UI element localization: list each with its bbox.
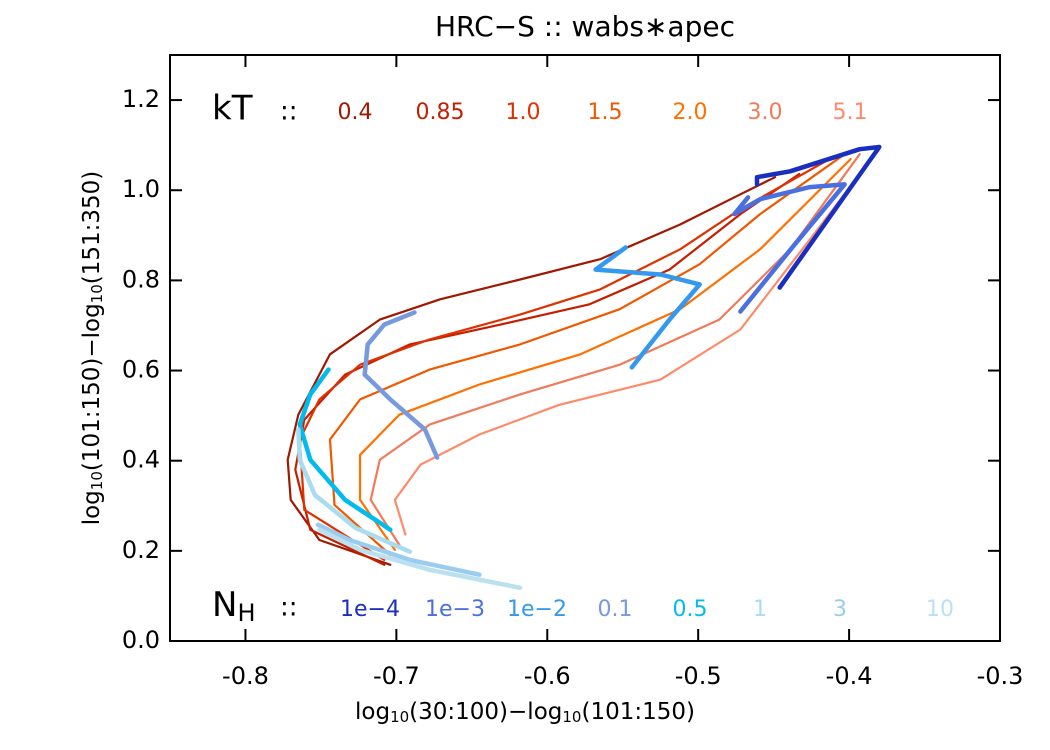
y-axis-label: log10(101:150)−log10(151:350) — [79, 171, 106, 526]
kt-curve — [286, 176, 777, 566]
nh-curve — [315, 522, 482, 577]
nh-legend-label: 1 — [753, 597, 767, 622]
nh-curve — [362, 310, 440, 460]
nh-legend-label: 0.1 — [598, 597, 633, 622]
x-axis-label-part: (101:150) — [581, 699, 695, 725]
x-axis-label-part: (30:100)−log — [409, 699, 562, 725]
kt-curve — [393, 148, 881, 536]
kt-legend-label: 1.0 — [506, 100, 541, 125]
y-axis-label-sub: 10 — [88, 284, 106, 303]
kt-legend-label: 2.0 — [673, 100, 708, 125]
nh-curve — [732, 182, 847, 314]
kt-curve — [294, 172, 801, 566]
kt-legend-label: 0.4 — [338, 100, 373, 125]
nh-legend-label: 1e−2 — [507, 597, 567, 622]
x-tick-label: -0.6 — [524, 662, 571, 690]
nh-legend-separator: :: — [280, 593, 298, 623]
x-axis-label-sub: 10 — [562, 708, 581, 726]
y-tick-label: 1.0 — [122, 175, 160, 203]
chart-title: HRC−S :: wabs∗apec — [435, 10, 735, 43]
nh-legend-title-sub: H — [237, 599, 255, 627]
x-axis-label-sub: 10 — [390, 708, 409, 726]
kt-legend-label: 5.1 — [833, 100, 868, 125]
nh-legend-label: 3 — [833, 597, 847, 622]
nh-curve — [754, 144, 882, 290]
kt-curve — [328, 153, 846, 556]
y-axis-label-part: log — [79, 490, 105, 525]
y-tick-label: 0.4 — [122, 446, 160, 474]
x-axis-label: log10(30:100)−log10(101:150) — [355, 699, 695, 726]
nh-curve — [317, 527, 523, 591]
y-tick-label: 0.0 — [122, 626, 160, 654]
y-tick-label: 0.8 — [122, 265, 160, 293]
nh-legend-label: 0.5 — [673, 597, 708, 622]
nh-curve — [297, 367, 393, 532]
x-tick-label: -0.4 — [826, 662, 873, 690]
nh-legend-label: 10 — [926, 597, 954, 622]
y-axis-label-sub: 10 — [88, 471, 106, 490]
nh-legend-label: 1e−4 — [340, 597, 400, 622]
y-axis-label-part: (101:150)−log — [79, 303, 105, 471]
y-tick-label: 0.2 — [122, 536, 160, 564]
y-tick-label: 1.2 — [122, 85, 160, 113]
nh-legend-title: NH — [212, 585, 255, 628]
y-tick-label: 0.6 — [122, 356, 160, 384]
x-tick-label: -0.7 — [373, 662, 420, 690]
kt-curve — [359, 158, 852, 551]
kt-legend-separator: :: — [280, 97, 298, 127]
kt-curve — [369, 153, 861, 547]
nh-curve — [593, 245, 702, 370]
nh-legend-label: 1e−3 — [425, 597, 485, 622]
kt-legend-label: 0.85 — [416, 100, 465, 125]
y-axis-label-part: (151:350) — [79, 171, 105, 285]
kt-legend-label: 1.5 — [588, 100, 623, 125]
kt-legend-label: 3.0 — [748, 100, 783, 125]
x-axis-label-part: log — [355, 699, 390, 725]
x-tick-label: -0.8 — [222, 662, 269, 690]
nh-legend-title-main: N — [212, 585, 237, 625]
nh-curve — [296, 427, 413, 554]
kt-legend-title: kT — [212, 89, 253, 129]
x-tick-label: -0.3 — [977, 662, 1024, 690]
plot-frame — [169, 54, 1001, 642]
x-tick-label: -0.5 — [675, 662, 722, 690]
